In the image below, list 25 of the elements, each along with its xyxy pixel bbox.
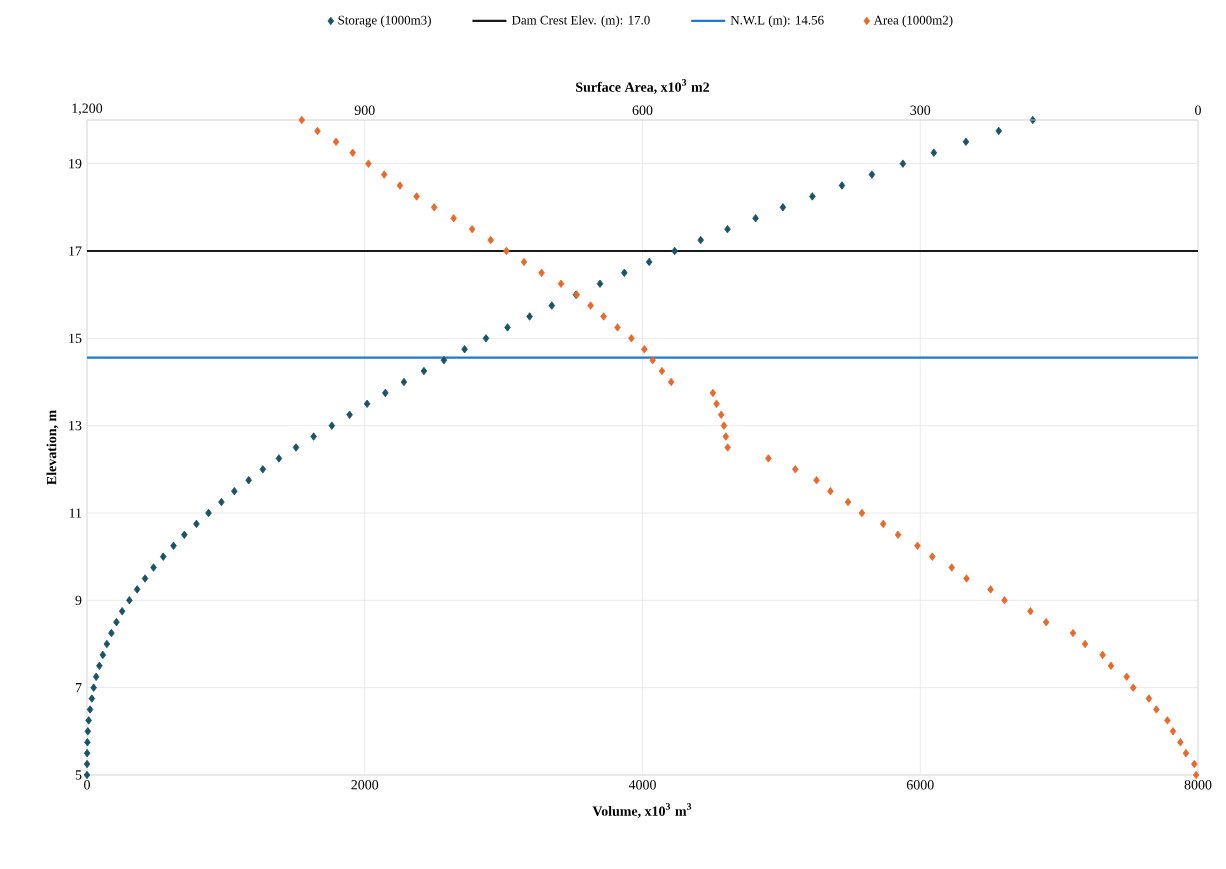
y-tick-label: 17 <box>69 246 82 256</box>
x2-tick-label: 900 <box>354 105 375 115</box>
x-tick-label: 6000 <box>906 780 934 790</box>
legend-label: Dam Crest Elev. (m): 17.0 <box>511 15 650 28</box>
x2-tick-label: 600 <box>632 105 653 115</box>
y-tick-label: 19 <box>69 158 82 169</box>
x-tick-label: 4000 <box>628 780 656 790</box>
legend-label: Area (1000m2) <box>873 15 953 28</box>
legend-label: Storage (1000m3) <box>338 15 431 28</box>
x-tick-label: 0 <box>84 780 90 790</box>
x-tick-label: 2000 <box>351 780 379 790</box>
y-tick-label: 11 <box>69 508 82 518</box>
y-axis-title: Elevation, m <box>46 410 59 485</box>
y-tick-label: 5 <box>75 770 82 780</box>
y-tick-label: 9 <box>75 595 82 606</box>
x2-tick-label: 1,200 <box>72 103 103 115</box>
x2-tick-label: 0 <box>1195 105 1201 115</box>
y-tick-label: 15 <box>69 333 82 343</box>
x2-axis-title: Surface Area, x10$^{3}$ m2 <box>576 79 710 94</box>
x-tick-label: 8000 <box>1184 780 1212 790</box>
x2-tick-label: 300 <box>910 105 931 115</box>
y-tick-label: 13 <box>69 420 82 431</box>
legend-label: N.W.L (m): 14.56 <box>730 15 824 28</box>
y-tick-label: 7 <box>75 683 82 693</box>
x-axis-title: Volume, x10$^{3}$ m$^{3}$ <box>592 803 692 818</box>
